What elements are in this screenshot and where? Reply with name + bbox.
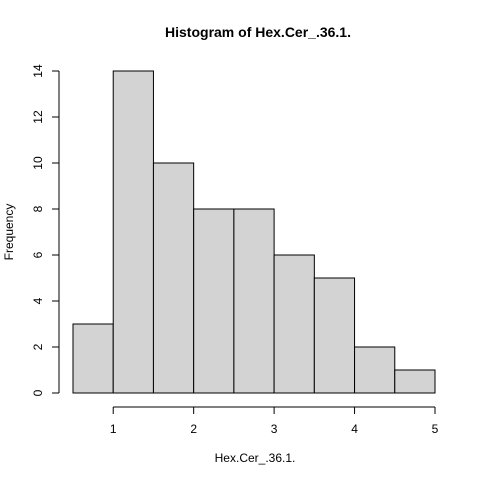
y-axis: 0 2 4 6 8 10 12 14: [31, 64, 60, 396]
y-tick-label: 4: [31, 297, 45, 304]
y-tick-label: 0: [31, 389, 45, 396]
histogram-bar: [72, 323, 114, 394]
x-axis: 1 2 3 4 5: [110, 406, 439, 436]
histogram-bar: [193, 208, 235, 394]
x-tick-label: 1: [110, 422, 117, 436]
y-axis-label: Frequency: [2, 204, 16, 261]
y-tick-label: 8: [31, 205, 45, 212]
y-tick-label: 14: [31, 64, 45, 78]
histogram-bar: [273, 254, 315, 394]
x-tick-label: 4: [351, 422, 358, 436]
y-tick-label: 10: [31, 156, 45, 170]
y-tick-label: 6: [31, 251, 45, 258]
x-tick-label: 2: [190, 422, 197, 436]
histogram-bar: [354, 346, 396, 394]
x-tick-label: 3: [271, 422, 278, 436]
chart-title: Histogram of Hex.Cer_.36.1.: [165, 24, 351, 40]
histogram-bar: [152, 162, 195, 394]
x-tick-label: 5: [432, 422, 439, 436]
histogram-bar: [233, 208, 275, 394]
x-axis-label: Hex.Cer_.36.1.: [215, 451, 296, 465]
y-tick-label: 2: [31, 343, 45, 350]
y-tick-label: 12: [31, 110, 45, 124]
histogram-bar: [313, 277, 356, 394]
histogram-bar: [394, 369, 436, 394]
histogram-bar: [112, 70, 154, 394]
bars-group: [72, 70, 436, 394]
